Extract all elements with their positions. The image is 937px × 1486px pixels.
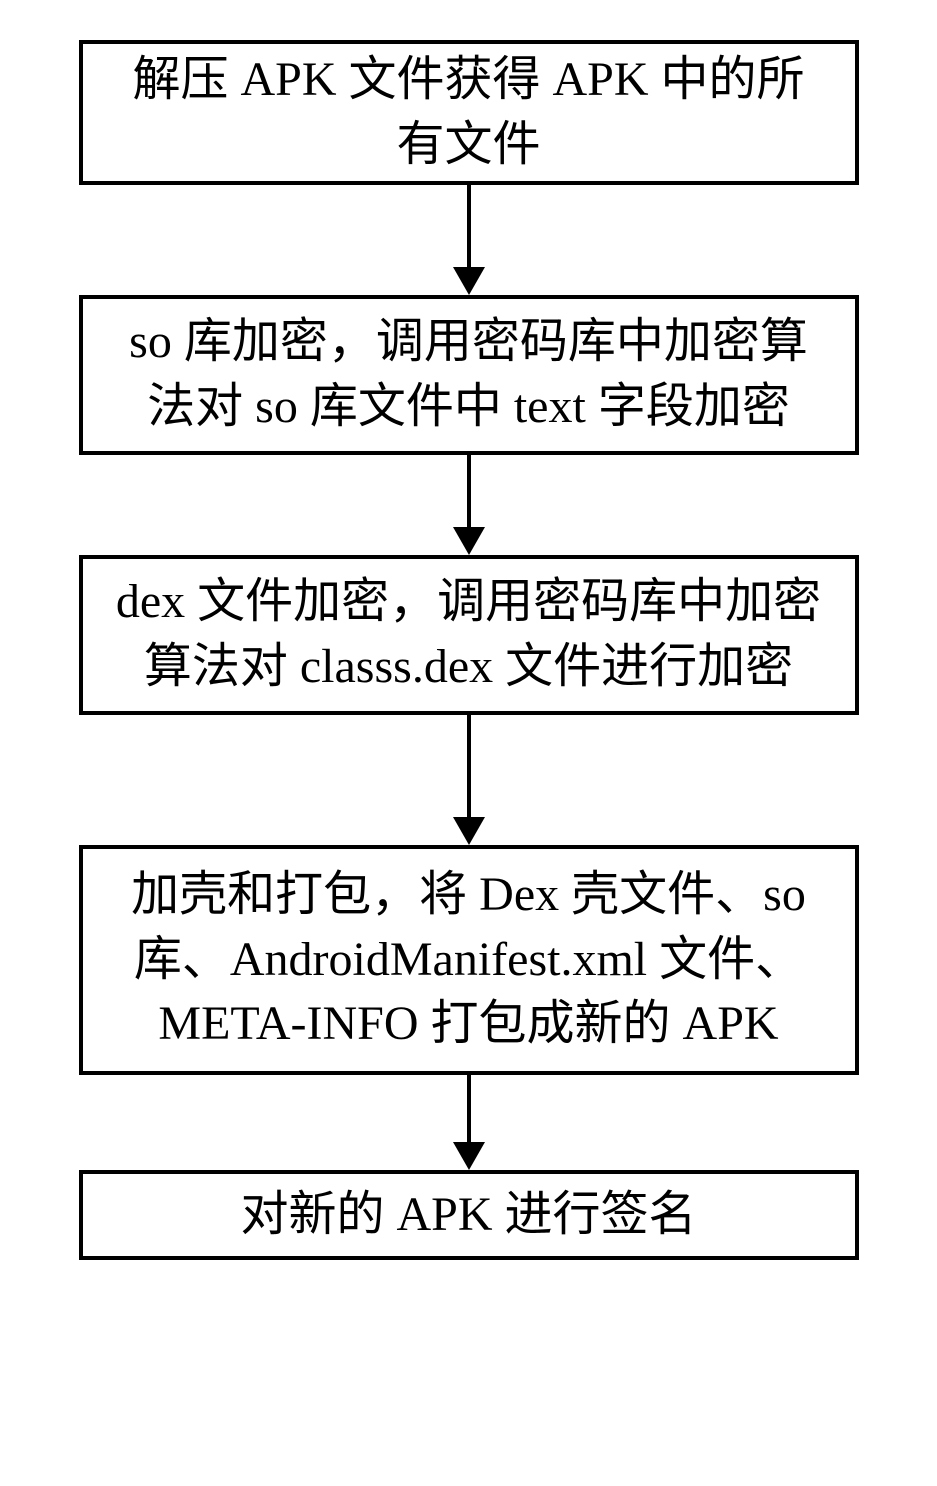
- arrow-head-icon: [453, 267, 485, 295]
- flowchart-node-n3: dex 文件加密，调用密码库中加密 算法对 classs.dex 文件进行加密: [79, 555, 859, 715]
- flowchart-node-n4: 加壳和打包，将 Dex 壳文件、so 库、AndroidManifest.xml…: [79, 845, 859, 1075]
- arrow-head-icon: [453, 527, 485, 555]
- flowchart-node-text: so 库加密，调用密码库中加密算 法对 so 库文件中 text 字段加密: [129, 310, 808, 440]
- flowchart-arrow: [453, 455, 485, 555]
- flowchart-container: 解压 APK 文件获得 APK 中的所 有文件 so 库加密，调用密码库中加密算 …: [0, 0, 937, 1260]
- flowchart-node-text: 加壳和打包，将 Dex 壳文件、so 库、AndroidManifest.xml…: [131, 863, 806, 1057]
- flowchart-node-n2: so 库加密，调用密码库中加密算 法对 so 库文件中 text 字段加密: [79, 295, 859, 455]
- arrow-head-icon: [453, 817, 485, 845]
- arrow-line: [467, 715, 471, 817]
- arrow-head-icon: [453, 1142, 485, 1170]
- flowchart-node-n1: 解压 APK 文件获得 APK 中的所 有文件: [79, 40, 859, 185]
- flowchart-node-text: 解压 APK 文件获得 APK 中的所 有文件: [132, 48, 804, 178]
- flowchart-arrow: [453, 185, 485, 295]
- flowchart-node-n5: 对新的 APK 进行签名: [79, 1170, 859, 1260]
- flowchart-arrow: [453, 715, 485, 845]
- flowchart-node-text: dex 文件加密，调用密码库中加密 算法对 classs.dex 文件进行加密: [116, 570, 821, 700]
- arrow-line: [467, 185, 471, 267]
- flowchart-node-text: 对新的 APK 进行签名: [240, 1183, 696, 1248]
- arrow-line: [467, 1075, 471, 1142]
- flowchart-arrow: [453, 1075, 485, 1170]
- arrow-line: [467, 455, 471, 527]
